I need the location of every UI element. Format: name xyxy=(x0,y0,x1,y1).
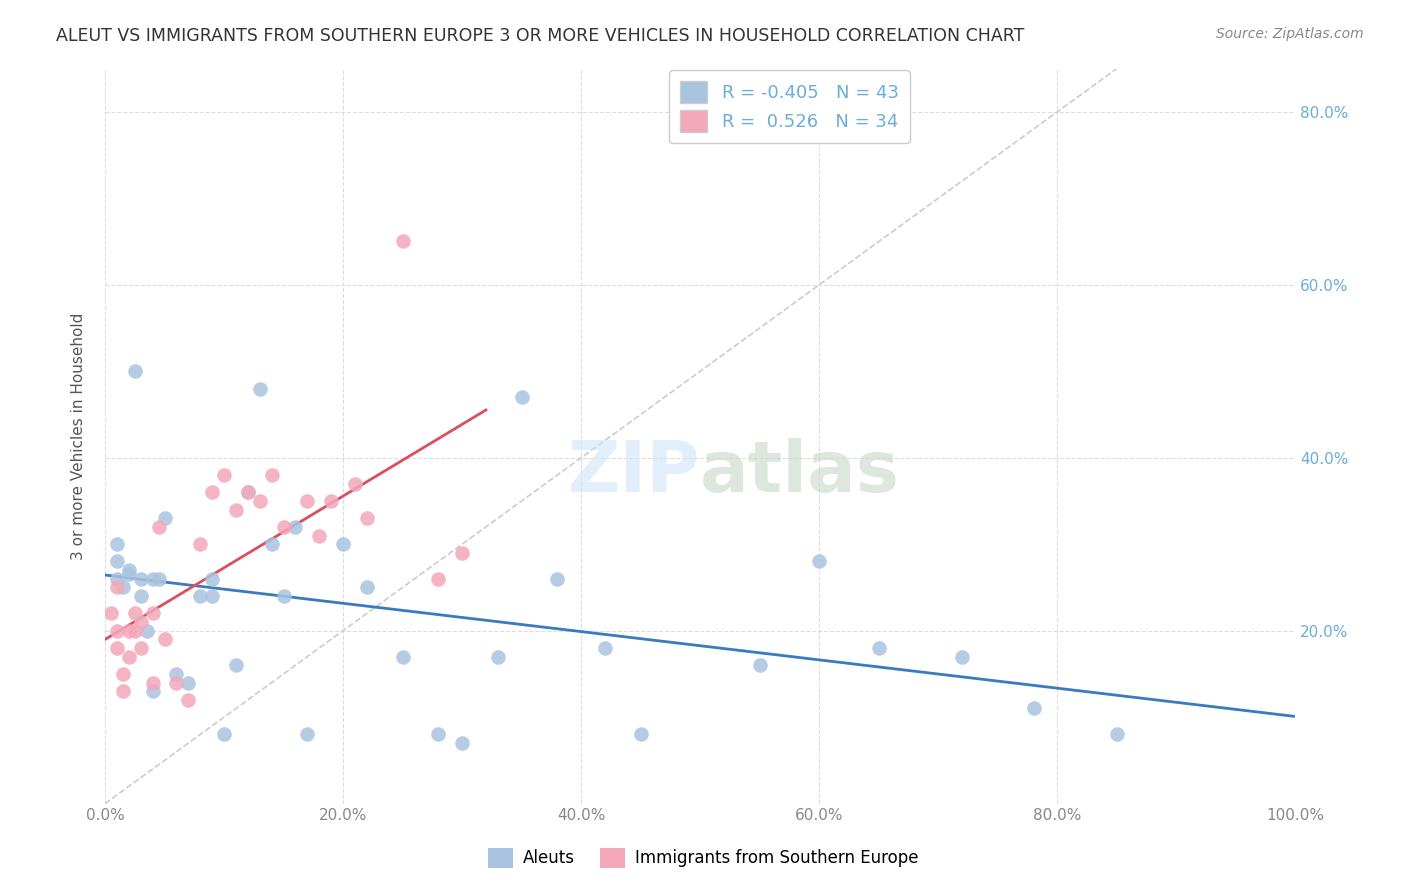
Point xyxy=(105,537,128,551)
Point xyxy=(212,467,235,482)
Point xyxy=(356,511,378,525)
Point xyxy=(118,563,141,577)
Point xyxy=(236,485,259,500)
Point xyxy=(142,684,165,698)
Point xyxy=(111,666,134,681)
Point xyxy=(188,589,211,603)
Point xyxy=(391,649,413,664)
Point xyxy=(808,554,831,568)
Point xyxy=(124,624,146,638)
Point xyxy=(273,520,295,534)
Point xyxy=(868,640,890,655)
Point xyxy=(630,727,652,741)
Point xyxy=(129,640,152,655)
Point xyxy=(142,675,165,690)
Point xyxy=(1105,727,1128,741)
Point xyxy=(451,736,474,750)
Point xyxy=(260,467,283,482)
Point xyxy=(201,589,224,603)
Point xyxy=(273,589,295,603)
Y-axis label: 3 or more Vehicles in Household: 3 or more Vehicles in Household xyxy=(72,312,86,560)
Point xyxy=(153,511,176,525)
Legend: Aleuts, Immigrants from Southern Europe: Aleuts, Immigrants from Southern Europe xyxy=(481,841,925,875)
Point xyxy=(142,572,165,586)
Point xyxy=(153,632,176,647)
Point xyxy=(142,607,165,621)
Point xyxy=(111,581,134,595)
Point xyxy=(124,364,146,378)
Point xyxy=(260,537,283,551)
Point xyxy=(249,494,271,508)
Text: ZIP: ZIP xyxy=(568,438,700,508)
Point xyxy=(201,485,224,500)
Legend: R = -0.405   N = 43, R =  0.526   N = 34: R = -0.405 N = 43, R = 0.526 N = 34 xyxy=(669,70,910,143)
Point xyxy=(249,382,271,396)
Point xyxy=(212,727,235,741)
Point xyxy=(177,693,200,707)
Point xyxy=(105,554,128,568)
Text: atlas: atlas xyxy=(700,438,900,508)
Point xyxy=(297,494,319,508)
Point xyxy=(129,589,152,603)
Point xyxy=(236,485,259,500)
Point xyxy=(165,675,187,690)
Point xyxy=(135,624,157,638)
Point xyxy=(308,528,330,542)
Point xyxy=(356,581,378,595)
Point xyxy=(124,607,146,621)
Point xyxy=(332,537,354,551)
Point xyxy=(451,546,474,560)
Point xyxy=(748,658,770,673)
Point xyxy=(225,502,247,516)
Point xyxy=(950,649,973,664)
Point xyxy=(201,572,224,586)
Point xyxy=(284,520,307,534)
Point xyxy=(593,640,616,655)
Text: ALEUT VS IMMIGRANTS FROM SOUTHERN EUROPE 3 OR MORE VEHICLES IN HOUSEHOLD CORRELA: ALEUT VS IMMIGRANTS FROM SOUTHERN EUROPE… xyxy=(56,27,1025,45)
Point xyxy=(148,572,170,586)
Point xyxy=(105,640,128,655)
Point xyxy=(391,235,413,249)
Point xyxy=(118,567,141,582)
Point xyxy=(111,684,134,698)
Point xyxy=(321,494,343,508)
Point xyxy=(486,649,509,664)
Text: Source: ZipAtlas.com: Source: ZipAtlas.com xyxy=(1216,27,1364,41)
Point xyxy=(546,572,568,586)
Point xyxy=(297,727,319,741)
Point xyxy=(225,658,247,673)
Point xyxy=(177,675,200,690)
Point xyxy=(105,572,128,586)
Point xyxy=(188,537,211,551)
Point xyxy=(105,581,128,595)
Point xyxy=(118,624,141,638)
Point xyxy=(1022,701,1045,715)
Point xyxy=(148,520,170,534)
Point xyxy=(165,666,187,681)
Point xyxy=(105,624,128,638)
Point xyxy=(510,390,533,404)
Point xyxy=(129,572,152,586)
Point xyxy=(427,572,450,586)
Point xyxy=(100,607,122,621)
Point xyxy=(343,476,366,491)
Point xyxy=(427,727,450,741)
Point xyxy=(118,649,141,664)
Point xyxy=(129,615,152,629)
